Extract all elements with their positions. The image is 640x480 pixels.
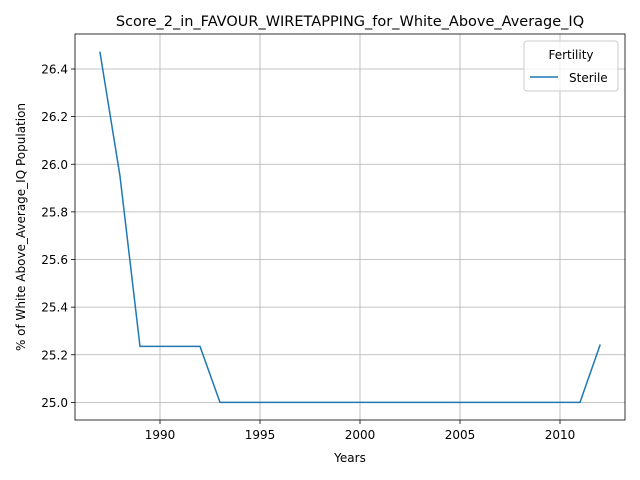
x-tick-label: 2000	[345, 428, 376, 442]
x-axis-label: Years	[333, 451, 366, 465]
chart-title: Score_2_in_FAVOUR_WIRETAPPING_for_White_…	[116, 14, 584, 30]
y-tick-label: 25.0	[41, 396, 68, 410]
legend-box	[523, 40, 619, 92]
y-tick-label: 25.6	[41, 253, 68, 267]
y-tick-label: 25.2	[41, 348, 68, 362]
x-axis-ticks: 1990 1995 2000 2005 2010	[145, 420, 576, 442]
y-axis-label: % of White Above_Average_IQ Population	[14, 103, 28, 351]
series-line-sterile	[99, 51, 601, 404]
x-tick-label: 2005	[445, 428, 476, 442]
y-axis-ticks: 25.0 25.2 25.4 25.6 25.8 26.0 26.2 26.4	[41, 63, 75, 410]
plot-area-frame	[74, 33, 626, 421]
series-lines	[99, 51, 601, 404]
x-tick-label: 2010	[545, 428, 576, 442]
legend-entry-sterile: Sterile	[569, 71, 608, 85]
legend-title: Fertility	[548, 48, 593, 62]
y-tick-label: 26.2	[41, 110, 68, 124]
x-tick-label: 1995	[245, 428, 276, 442]
y-tick-label: 25.8	[41, 205, 68, 219]
y-tick-label: 26.4	[41, 63, 68, 77]
legend: Fertility Sterile	[523, 40, 619, 92]
grid-lines	[75, 34, 625, 420]
y-tick-label: 26.0	[41, 158, 68, 172]
y-tick-label: 25.4	[41, 301, 68, 315]
x-tick-label: 1990	[145, 428, 176, 442]
